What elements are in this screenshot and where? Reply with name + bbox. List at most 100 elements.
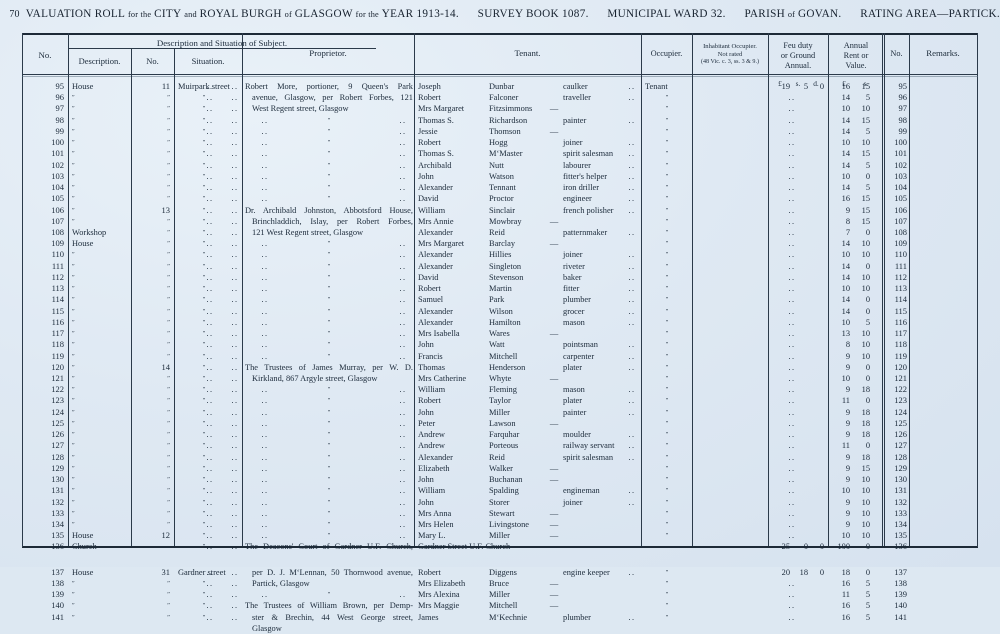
row-no-right: 105 (894, 193, 907, 204)
row-situation-dots-a: .. (231, 239, 239, 249)
row-no-left: 125 (51, 417, 64, 428)
row-no-left: 124 (51, 406, 64, 417)
proprietor-dots-left: .. (261, 340, 269, 350)
row-situation-dots-b: .. (206, 418, 214, 428)
row-tenant-last: Stewart (489, 508, 515, 518)
page-number: 70 (9, 9, 20, 20)
row-situation-dots-a: .. (231, 452, 239, 462)
row-rent-part-0: 14 (841, 160, 850, 170)
rule-col-rent-2 (884, 33, 885, 546)
row-rent-part-1: 0 (865, 373, 870, 383)
row-rent-part-1: 5 (865, 93, 870, 103)
row-desc-no: ″ (167, 408, 170, 416)
row-situation: ″ (202, 251, 206, 259)
row-rent-part-0: 10 (841, 531, 850, 541)
row-tenant-last: Nutt (489, 160, 504, 170)
row-no-right: 139 (894, 589, 907, 600)
row-tenant-last: Wares (489, 329, 510, 339)
row-no-right: 99 (898, 125, 908, 136)
page-header: 70 VALUATION ROLL for the CITY and ROYAL… (0, 8, 1000, 20)
row-situation-dots-a: .. (231, 284, 239, 294)
row-tenant-dots: .. (628, 340, 636, 350)
row-situation-dots-b: .. (206, 104, 214, 114)
proprietor-line: Kirkland, 867 Argyle street, Glasgow (252, 373, 378, 383)
proprietor-dots-right: .. (399, 250, 407, 260)
proprietor-ditto: ″ (327, 341, 331, 349)
row-tenant-dots: .. (628, 227, 636, 237)
proprietor-dots-left: .. (261, 441, 269, 451)
row-rent-part-0: 13 (841, 329, 850, 339)
row-no-left: 121 (51, 372, 64, 383)
row-tenant-occupation: moulder (563, 430, 591, 440)
row-no-right: 115 (894, 305, 907, 316)
rule-desc-group (68, 48, 376, 49)
row-no-left: 137 (51, 566, 64, 577)
row-feu-dots: .. (788, 227, 796, 237)
row-feu-dots: .. (788, 396, 796, 406)
proprietor-ditto: ″ (327, 532, 331, 540)
row-no-left: 113 (51, 283, 64, 294)
row-no-right: 103 (894, 170, 907, 181)
row-tenant-first: Elizabeth (418, 463, 450, 473)
row-tenant-last: Martin (489, 284, 512, 294)
row-no-right: 117 (894, 328, 907, 339)
row-situation: ″ (202, 363, 206, 371)
header-no-left: No. (38, 50, 52, 60)
row-desc-no: ″ (167, 139, 170, 147)
row-no-right: 107 (894, 215, 907, 226)
row-no-right: 121 (894, 372, 907, 383)
table-body: 95 House 11 Muirpark street.... Joseph Dunbar… (51, 81, 908, 622)
row-tenant-dots: .. (628, 295, 636, 305)
row-tenant-dots: .. (628, 317, 636, 327)
row-desc-no: ″ (167, 330, 170, 338)
row-description: ″ (72, 509, 75, 517)
row-feu-dots: .. (788, 205, 796, 215)
row-rent-part-0: 9 (845, 463, 850, 473)
row-rent-part-0: 10 (841, 317, 850, 327)
row-rent-part-1: 5 (865, 317, 870, 327)
proprietor-dots-right: .. (399, 508, 407, 518)
row-no-right: 124 (894, 406, 907, 417)
row-desc-no: ″ (167, 386, 170, 394)
proprietor-ditto: ″ (327, 464, 331, 472)
row-description: ″ (72, 386, 75, 394)
row-feu-dots: .. (788, 362, 796, 372)
row-rent-part-1: 10 (861, 508, 870, 518)
row-tenant-dots: .. (628, 441, 636, 451)
row-tenant-occupation: grocer (563, 306, 585, 316)
row-occupier: ″ (665, 476, 669, 484)
row-situation-dots-a: .. (231, 385, 239, 395)
proprietor-dots-left: .. (261, 590, 269, 600)
proprietor-dots-right: .. (399, 418, 407, 428)
row-rent-part-0: 14 (841, 295, 850, 305)
row-occupier: ″ (665, 150, 669, 158)
proprietor-dots-left: .. (261, 194, 269, 204)
row-desc-no: ″ (167, 94, 170, 102)
row-rent-part-0: 10 (841, 284, 850, 294)
row-situation: ″ (202, 150, 206, 158)
row-occupier: Tenant (645, 82, 668, 91)
row-feu-dots: .. (788, 261, 796, 271)
row-no-left: 135 (51, 530, 64, 541)
row-tenant-occupation: joiner (563, 250, 583, 260)
row-feu-dots: .. (788, 216, 796, 226)
proprietor-line: Brinchladdich, Islay, per Robert Forbes, (252, 216, 413, 226)
proprietor-dots-right: .. (399, 396, 407, 406)
row-situation: ″ (202, 195, 206, 203)
row-desc-no: 12 (161, 530, 171, 541)
proprietor-dots-left: .. (261, 385, 269, 395)
row-no-right: 133 (894, 507, 907, 518)
row-feu-dots: .. (788, 93, 796, 103)
row-tenant-occupation: plumber (563, 612, 591, 622)
row-no-right: 137 (894, 566, 907, 577)
row-tenant-last: Bruce (489, 578, 509, 588)
proprietor-ditto: ″ (327, 498, 331, 506)
row-tenant-first: William (418, 205, 446, 215)
row-desc-no: ″ (167, 509, 170, 517)
row-description: ″ (72, 442, 75, 450)
header-feu-l3: Annual. (784, 61, 812, 70)
row-tenant-occupation: spirit salesman (563, 149, 614, 159)
row-tenant-dots: .. (628, 272, 636, 282)
row-description: House (72, 82, 94, 91)
proprietor-dots-right: .. (399, 171, 407, 181)
